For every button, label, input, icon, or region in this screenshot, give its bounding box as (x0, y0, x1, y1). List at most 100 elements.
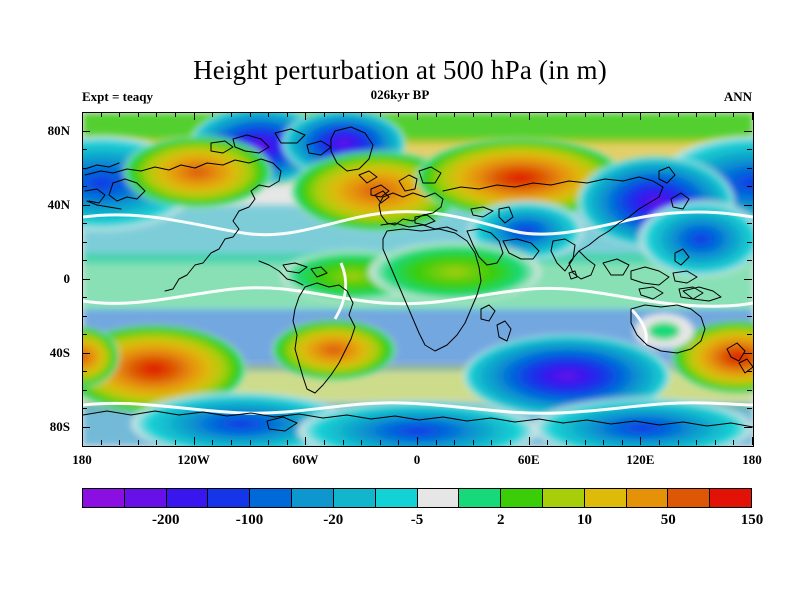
y-axis-minor-tick (747, 168, 752, 169)
y-axis-major-tick (744, 427, 752, 428)
y-axis-minor-tick (82, 371, 87, 372)
x-axis-minor-tick (138, 440, 139, 445)
x-axis-minor-tick (566, 112, 567, 117)
x-axis-minor-tick (231, 440, 232, 445)
colorbar-tick-label: 150 (740, 512, 764, 528)
x-axis-minor-tick (287, 440, 288, 445)
anomaly-field (83, 113, 753, 446)
y-axis-major-tick (744, 353, 752, 354)
y-axis-minor-tick (82, 260, 87, 261)
colorbar-swatch (375, 489, 418, 507)
x-axis-minor-tick (715, 112, 716, 117)
x-axis-minor-tick (101, 440, 102, 445)
y-axis-minor-tick (747, 408, 752, 409)
y-axis-label: 80S (49, 418, 70, 434)
x-axis-minor-tick (696, 440, 697, 445)
colorbar (82, 488, 752, 508)
x-axis-minor-tick (138, 112, 139, 117)
x-axis-minor-tick (603, 112, 604, 117)
x-axis-minor-tick (510, 112, 511, 117)
y-axis-minor-tick (747, 186, 752, 187)
colorbar-swatch (166, 489, 209, 507)
x-axis-major-tick (305, 437, 306, 445)
page-title: Height perturbation at 500 hPa (in m) (193, 55, 607, 85)
x-axis-minor-tick (622, 440, 623, 445)
x-axis-minor-tick (585, 112, 586, 117)
colorbar-tick-label: -200 (152, 512, 180, 528)
y-axis-major-tick (82, 131, 90, 132)
x-axis-minor-tick (733, 440, 734, 445)
x-axis-minor-tick (324, 112, 325, 117)
x-axis-label: 60W (292, 452, 319, 467)
x-axis-minor-tick (659, 440, 660, 445)
x-axis-label: 0 (413, 452, 421, 467)
colorbar-swatch (668, 489, 711, 507)
x-axis-major-tick (529, 112, 530, 120)
y-axis-label: 40N (47, 196, 70, 212)
x-axis-major-tick (82, 437, 83, 445)
x-axis-major-tick (640, 437, 641, 445)
colorbar-swatch (208, 489, 251, 507)
x-axis-minor-tick (715, 440, 716, 445)
x-axis-minor-tick (119, 112, 120, 117)
y-axis-major-tick (82, 279, 90, 280)
x-axis-minor-tick (212, 440, 213, 445)
x-axis-minor-tick (547, 440, 548, 445)
colorbar-swatch (626, 489, 669, 507)
colorbar-tick-label: 2 (497, 512, 505, 528)
x-axis-major-tick (417, 437, 418, 445)
y-axis-major-tick (82, 205, 90, 206)
map-plot-area (82, 112, 754, 447)
x-axis-minor-tick (398, 440, 399, 445)
x-axis-minor-tick (268, 440, 269, 445)
x-axis-label: 180 (72, 452, 92, 467)
colorbar-swatch (292, 489, 334, 507)
y-axis-minor-tick (747, 316, 752, 317)
y-axis-major-tick (744, 205, 752, 206)
x-axis-major-tick (529, 437, 530, 445)
x-axis-minor-tick (678, 440, 679, 445)
x-axis-minor-tick (622, 112, 623, 117)
x-axis-major-tick (82, 112, 83, 120)
x-axis-minor-tick (733, 112, 734, 117)
colorbar-tick-label: -100 (235, 512, 264, 528)
y-axis-major-tick (82, 427, 90, 428)
y-axis-minor-tick (747, 371, 752, 372)
colorbar-tick-label: 10 (577, 512, 592, 528)
y-axis-minor-tick (82, 149, 87, 150)
x-axis-minor-tick (398, 112, 399, 117)
x-axis-minor-tick (659, 112, 660, 117)
y-axis-minor-tick (82, 223, 87, 224)
plot-subtitle: 026kyr BP (370, 87, 430, 102)
x-axis-major-tick (194, 112, 195, 120)
x-axis-minor-tick (250, 112, 251, 117)
x-axis-major-tick (752, 437, 753, 445)
x-axis-minor-tick (436, 440, 437, 445)
y-axis-label: 40S (49, 344, 70, 360)
x-axis-major-tick (305, 112, 306, 120)
colorbar-swatch (710, 489, 751, 507)
colorbar-swatch (459, 489, 502, 507)
x-axis-minor-tick (175, 112, 176, 117)
season-label: ANN (723, 89, 752, 104)
x-axis-minor-tick (343, 440, 344, 445)
x-axis-minor-tick (473, 112, 474, 117)
x-axis-minor-tick (212, 112, 213, 117)
x-axis-minor-tick (678, 112, 679, 117)
x-axis-minor-tick (491, 112, 492, 117)
x-axis-minor-tick (231, 112, 232, 117)
x-axis-minor-tick (250, 440, 251, 445)
x-axis-major-tick (194, 437, 195, 445)
x-axis-minor-tick (696, 112, 697, 117)
x-axis-minor-tick (436, 112, 437, 117)
y-axis-label: 0 (63, 270, 71, 286)
x-axis-minor-tick (343, 112, 344, 117)
y-axis-minor-tick (82, 408, 87, 409)
colorbar-swatch (417, 489, 460, 507)
x-axis-label: 60E (517, 452, 540, 467)
x-axis-minor-tick (380, 440, 381, 445)
x-axis-label: 180 (742, 452, 762, 467)
colorbar-swatch (501, 489, 543, 507)
x-axis-minor-tick (119, 440, 120, 445)
y-axis-minor-tick (747, 334, 752, 335)
